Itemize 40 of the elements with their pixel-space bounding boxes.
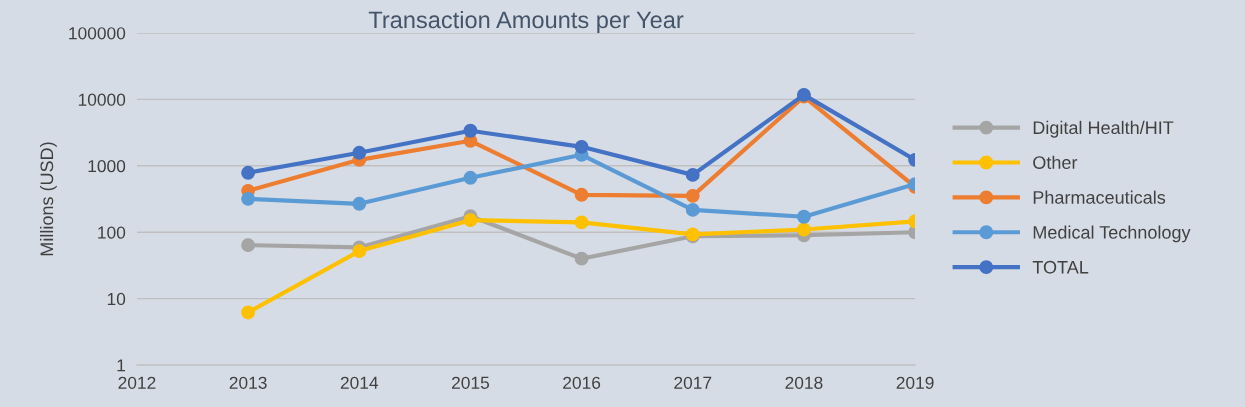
point [463, 170, 478, 185]
y-tick-label: 100000 [69, 27, 126, 40]
point [685, 202, 700, 217]
x-tick-label: 2016 [563, 376, 601, 389]
x-tick-label: 2015 [452, 376, 490, 389]
point [463, 213, 478, 228]
point [574, 251, 589, 266]
point [574, 187, 589, 202]
legend-label: TOTAL [1032, 260, 1089, 274]
point [796, 209, 811, 224]
legend-label: Medical Technology [1033, 225, 1191, 243]
y-tick-label: 10 [107, 292, 126, 306]
point [241, 238, 256, 253]
point [463, 123, 478, 138]
point [685, 167, 700, 182]
point [241, 165, 256, 180]
point [574, 215, 589, 230]
x-tick-label: 2019 [896, 376, 934, 389]
y-tick-label: 1 [117, 359, 125, 372]
point [241, 305, 256, 320]
point [685, 188, 700, 203]
point [352, 244, 367, 259]
y-tick-label: 100 [98, 226, 126, 239]
x-tick-label: 2013 [229, 376, 267, 389]
point [352, 196, 367, 211]
point [796, 222, 811, 237]
y-tick-label: 10000 [78, 93, 126, 106]
y-axis-title: Millions (USD) [39, 142, 57, 256]
legend-label: Other [1033, 155, 1078, 169]
point [574, 139, 589, 154]
point [241, 191, 256, 206]
chart-title: Transaction Amounts per Year [368, 10, 684, 33]
x-tick-label: 2017 [674, 376, 712, 389]
y-tick-label: 1000 [88, 159, 126, 173]
x-tick-label: 2018 [785, 376, 823, 389]
legend-label: Digital Health/HIT [1033, 120, 1174, 138]
x-tick-label: 2012 [118, 376, 156, 389]
x-tick-label: 2014 [340, 376, 379, 389]
legend-label: Pharmaceuticals [1033, 190, 1166, 204]
point [352, 145, 367, 160]
